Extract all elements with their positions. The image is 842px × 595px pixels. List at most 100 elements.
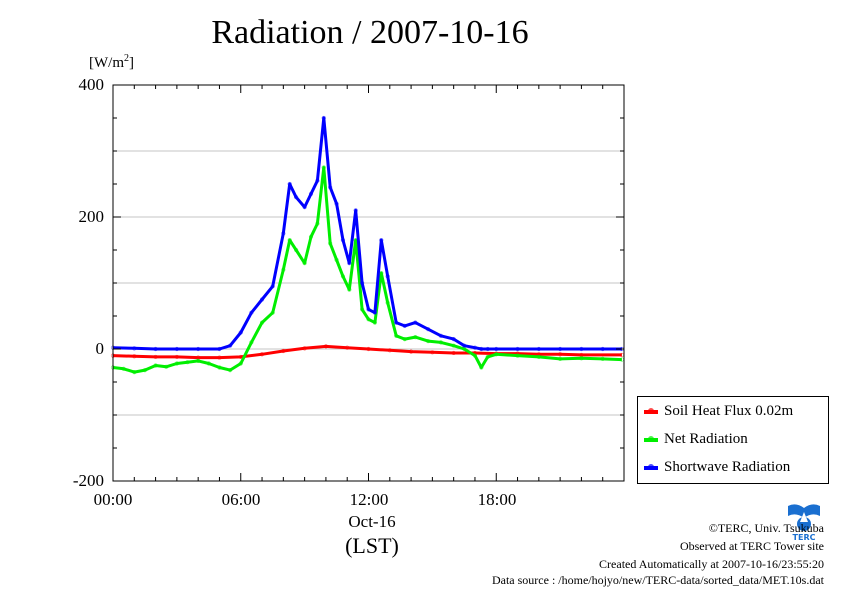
data-point: [402, 337, 407, 342]
data-point: [462, 343, 467, 348]
data-point: [385, 274, 390, 279]
data-point: [360, 280, 365, 286]
series-net-radiation: [110, 165, 624, 375]
data-point: [366, 317, 371, 322]
data-point: [217, 355, 222, 360]
series-shortwave-radiation: [110, 115, 624, 352]
data-point: [287, 181, 292, 187]
data-point: [451, 350, 456, 356]
data-point: [387, 348, 392, 353]
data-point: [494, 352, 499, 357]
data-point: [302, 346, 307, 351]
data-point: [558, 352, 563, 357]
data-point: [366, 346, 371, 352]
data-point: [153, 363, 158, 368]
y-tick-400: 400: [78, 75, 105, 94]
data-point: [402, 323, 407, 329]
unit-close: ]: [129, 55, 134, 71]
data-point: [438, 340, 443, 345]
data-point: [287, 238, 292, 243]
legend-swatch-green: [644, 435, 658, 442]
data-point: [294, 195, 299, 200]
data-point: [353, 208, 358, 213]
data-point: [472, 345, 478, 350]
data-point: [164, 364, 169, 369]
data-point: [206, 361, 211, 366]
data-point: [372, 320, 377, 325]
data-point: [394, 333, 399, 338]
data-point: [536, 346, 541, 352]
data-point: [372, 310, 377, 315]
data-point: [379, 238, 384, 243]
data-point: [294, 247, 299, 253]
data-point: [196, 358, 201, 363]
data-point: [558, 346, 563, 352]
terc-logo-icon: TERC: [784, 502, 824, 542]
data-point: [438, 333, 443, 338]
data-point: [579, 346, 584, 352]
data-point: [430, 350, 435, 355]
data-point: [328, 241, 333, 246]
grid-lines: [113, 150, 624, 416]
data-point: [536, 354, 541, 360]
data-point: [394, 320, 399, 325]
data-point: [494, 346, 499, 352]
data-point: [142, 368, 148, 373]
data-point: [308, 234, 314, 239]
data-point: [515, 353, 520, 358]
series-line: [112, 116, 622, 351]
data-point: [259, 352, 265, 357]
y-tick-200: 200: [78, 207, 105, 226]
series-layer: [110, 115, 624, 375]
data-point: [153, 354, 158, 360]
x-axis-date: Oct-16: [348, 512, 396, 531]
data-point: [600, 346, 605, 352]
data-point: [302, 205, 307, 210]
footer-observed: Observed at TERC Tower site: [679, 539, 824, 553]
axis-ticks: [112, 84, 625, 482]
y-tick-0: 0: [95, 339, 105, 358]
data-point: [345, 345, 350, 350]
legend-item-soil-heat-flux: Soil Heat Flux 0.02m: [644, 401, 793, 421]
series-line: [112, 166, 622, 374]
unit-text: [W/m: [89, 55, 124, 71]
data-point: [121, 366, 126, 371]
data-point: [217, 365, 222, 370]
data-point: [347, 261, 352, 266]
data-point: [174, 361, 179, 366]
legend-label: Net Radiation: [664, 431, 748, 447]
data-point: [228, 343, 233, 348]
data-point: [315, 178, 320, 183]
data-point: [600, 356, 605, 362]
data-point: [270, 284, 275, 289]
y-tick-minus-200: -200: [72, 471, 104, 490]
legend-label: Soil Heat Flux 0.02m: [664, 403, 794, 419]
data-point: [249, 310, 254, 315]
unit-superscript: 2: [124, 53, 129, 64]
data-point: [238, 361, 243, 366]
logo-text: TERC: [793, 533, 816, 542]
x-tick-0000: 00:00: [93, 490, 133, 509]
x-tick-0600: 06:00: [221, 490, 261, 509]
data-point: [174, 354, 179, 360]
data-point: [472, 353, 478, 358]
data-point: [321, 165, 326, 170]
data-point: [281, 267, 286, 272]
legend-swatch-red: [644, 407, 658, 414]
data-point: [153, 346, 158, 352]
data-point: [558, 356, 563, 362]
data-point: [228, 368, 233, 373]
data-point: [238, 330, 243, 335]
chart-title: Radiation / 2007-10-16: [211, 14, 529, 51]
data-point: [340, 238, 346, 243]
data-point: [366, 307, 371, 312]
data-point: [132, 370, 137, 375]
data-point: [174, 346, 179, 352]
data-point: [259, 320, 265, 325]
data-point: [249, 340, 254, 345]
data-point: [334, 257, 339, 263]
data-point: [479, 346, 484, 352]
legend: Soil Heat Flux 0.02m Net Radiation Short…: [637, 396, 829, 484]
series-line: [112, 344, 622, 360]
data-point: [132, 346, 137, 351]
